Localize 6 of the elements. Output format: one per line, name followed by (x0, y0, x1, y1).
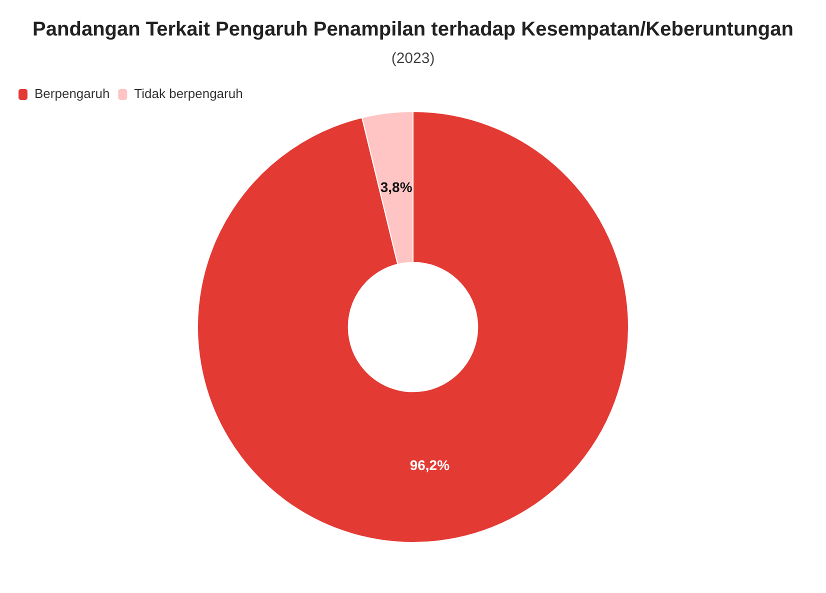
data-label: 3,8% (380, 178, 413, 195)
chart-subtitle: (2023) (391, 50, 435, 68)
chart-title: Pandangan Terkait Pengaruh Penampilan terhadap Kesempatan/Keberuntungan (32, 18, 794, 41)
legend-label: Berpengaruh (34, 86, 110, 102)
legend-label: Tidak berpengaruh (134, 86, 243, 102)
data-label: 96,2% (410, 456, 450, 473)
